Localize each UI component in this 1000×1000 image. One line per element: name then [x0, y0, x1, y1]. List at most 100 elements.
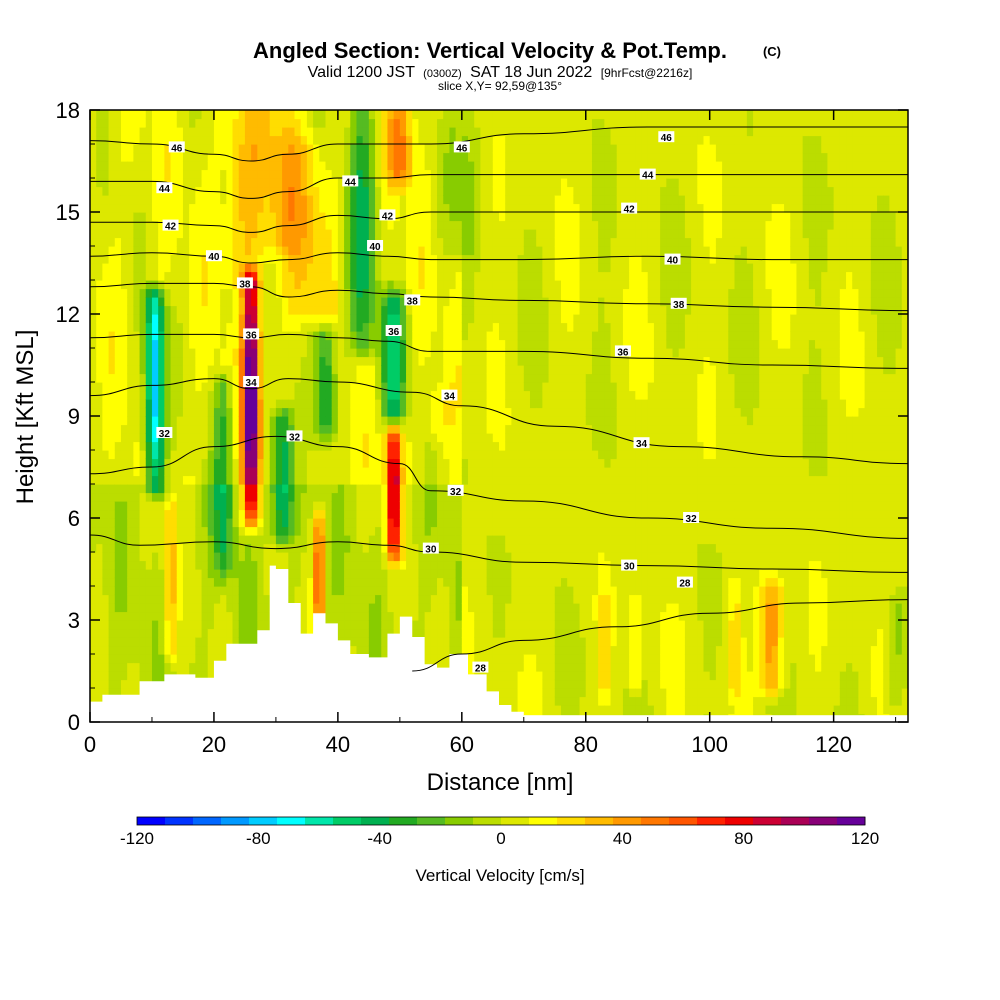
contour-line-32: [90, 435, 908, 539]
colorbar-swatch: [697, 817, 726, 825]
vertical-velocity-field: [90, 110, 908, 722]
contour-label-bg: [236, 277, 253, 289]
contour-label-bg: [379, 209, 396, 221]
contour-label: 46: [171, 143, 183, 154]
contour-label-bg: [162, 219, 179, 231]
colorbar-swatch: [669, 817, 698, 825]
valid-utc: (0300Z): [423, 68, 462, 80]
chart-header: Angled Section: Vertical Velocity & Pot.…: [253, 38, 781, 93]
contour-label-bg: [614, 345, 631, 357]
colorbar-swatch: [417, 817, 446, 825]
colorbar-swatch: [809, 817, 838, 825]
colorbar-tick-label: 0: [496, 829, 505, 848]
colorbar-swatch: [641, 817, 670, 825]
colorbar-swatch: [501, 817, 530, 825]
colorbar-swatch: [613, 817, 642, 825]
contour-label: 28: [475, 664, 487, 675]
x-tick-label: 100: [691, 732, 728, 757]
valid-time: Valid 1200 JST (0300Z) SAT 18 Jun 2022 […: [308, 64, 693, 81]
colorbar-swatch: [529, 817, 558, 825]
colorbar-label: Vertical Velocity [cm/s]: [415, 866, 584, 885]
colorbar-swatch: [361, 817, 390, 825]
colorbar-tick-label: 80: [734, 829, 753, 848]
contour-label: 34: [444, 392, 456, 403]
x-tick-label: 0: [84, 732, 96, 757]
colorbar-swatch: [221, 817, 250, 825]
contour-label: 40: [208, 252, 220, 263]
contour-label: 40: [667, 256, 679, 267]
contour-label: 32: [450, 487, 462, 498]
colorbar-swatch: [333, 817, 362, 825]
contour-label-bg: [670, 297, 687, 309]
contour-label-bg: [286, 430, 303, 442]
contour-label-bg: [441, 389, 458, 401]
contour-label: 38: [239, 279, 251, 290]
contour-label: 32: [289, 432, 301, 443]
contour-line-34: [90, 378, 908, 465]
contour-label: 32: [686, 514, 698, 525]
contour-label: 30: [624, 562, 636, 573]
contour-label-bg: [683, 512, 700, 523]
colorbar-tick-label: -120: [120, 829, 154, 848]
colorbar: -120 -80 -40 0 40 80 120: [120, 816, 879, 848]
contour-label-bg: [621, 559, 638, 571]
forecast-info: [9hrFcst@2216z]: [601, 66, 693, 80]
contour-label-bg: [676, 576, 693, 588]
contour-label-bg: [243, 328, 260, 340]
colorbar-swatch: [753, 817, 782, 825]
y-tick-label: 3: [68, 608, 80, 633]
colorbar-swatch: [557, 817, 586, 825]
contour-label-bg: [367, 240, 384, 251]
terrain: [90, 565, 524, 723]
contour-line-38: [90, 282, 908, 312]
x-axis-label: Distance [nm]: [427, 769, 574, 796]
colorbar-swatch: [585, 817, 614, 825]
slice-info: slice X,Y= 92,59@135°: [438, 79, 562, 93]
plot-area: 28 28 30 30 32 32 32 32 34 34 34 36 36 36 38 38 38 40 40 40…: [90, 110, 908, 723]
y-tick-label: 12: [56, 302, 80, 327]
terrain-low: [523, 715, 908, 723]
colorbar-swatch: [137, 817, 166, 825]
pot-temp-contours: 28 28 30 30 32 32 32 32 34 34 34 36 36 36 38 38 38 40 40 40…: [90, 126, 908, 675]
x-tick-label: 80: [574, 732, 598, 757]
colorbar-swatch: [389, 817, 418, 825]
contour-label: 42: [624, 205, 636, 216]
y-tick-label: 0: [68, 710, 80, 735]
colorbar-frame: [136, 816, 866, 826]
y-tick-label: 18: [56, 98, 80, 123]
x-tick-label: 120: [815, 732, 852, 757]
contour-label: 38: [673, 300, 685, 311]
contour-label-bg: [633, 437, 650, 449]
contour-line-44: [90, 174, 908, 199]
contour-label: 30: [425, 545, 437, 556]
colorbar-swatch: [277, 817, 306, 825]
contour-label: 34: [246, 378, 258, 389]
contour-label: 44: [345, 177, 357, 188]
contour-label-bg: [422, 542, 439, 554]
colorbar-swatch: [305, 817, 334, 825]
contour-label: 46: [456, 143, 468, 154]
contour-label: 42: [382, 211, 394, 222]
valid-prefix: Valid 1200 JST: [308, 64, 416, 81]
colorbar-swatch: [473, 817, 502, 825]
colorbar-swatch: [725, 817, 754, 825]
chart-title: Angled Section: Vertical Velocity & Pot.…: [253, 38, 727, 63]
y-axis-label: Height [Kft MSL]: [12, 330, 39, 505]
colorbar-swatch: [781, 817, 810, 825]
contour-label: 44: [159, 184, 171, 195]
colorbar-swatch: [249, 817, 278, 825]
x-tick-label: 20: [202, 732, 226, 757]
colorbar-tick-label: 40: [613, 829, 632, 848]
contour-label-bg: [156, 427, 173, 438]
contour-line-30: [90, 534, 908, 573]
contour-label-bg: [243, 376, 260, 387]
contour-label: 32: [159, 429, 171, 440]
contour-label-bg: [385, 325, 402, 336]
contour-label-bg: [447, 484, 464, 496]
contour-label-bg: [205, 250, 222, 262]
colorbar-swatch: [445, 817, 474, 825]
contour-label-bg: [453, 141, 470, 153]
contour-label-bg: [342, 175, 359, 187]
